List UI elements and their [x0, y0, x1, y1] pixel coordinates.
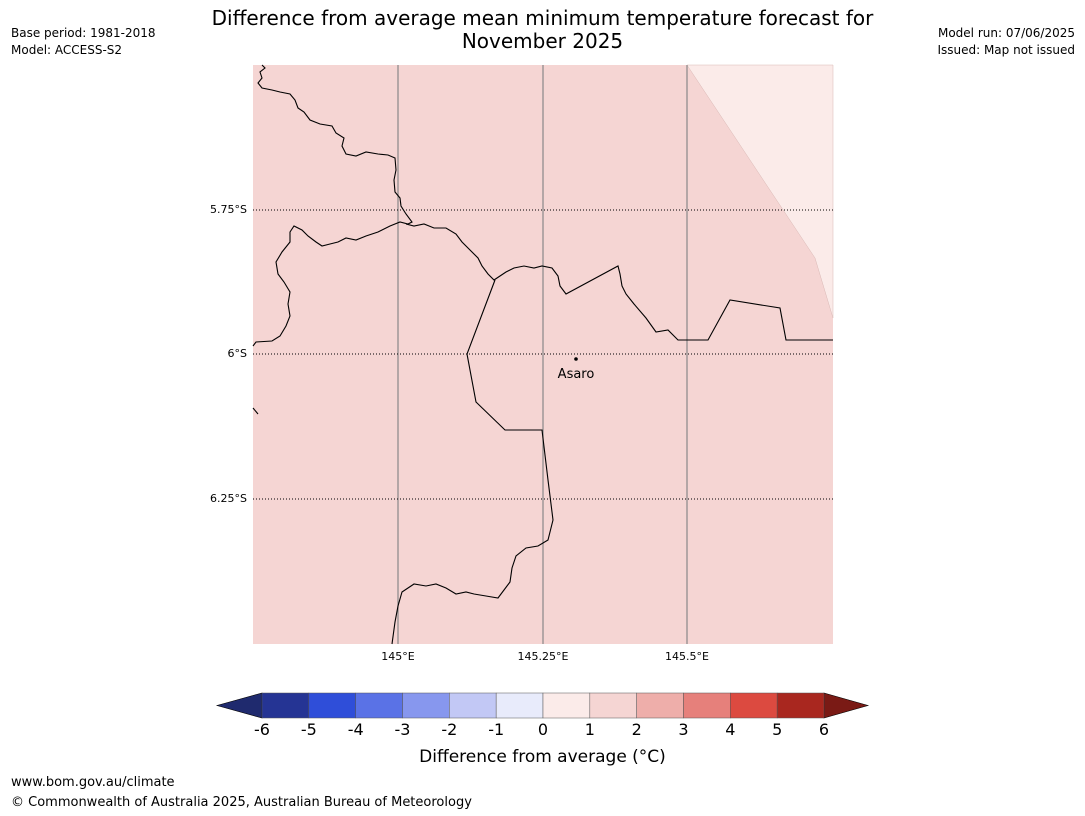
title-line-1: Difference from average mean minimum tem… [211, 6, 874, 30]
map-title: Difference from average mean minimum tem… [170, 7, 915, 53]
colorbar-tick-label: -2 [441, 720, 457, 739]
lat-label-5-75: 5.75°S [210, 203, 247, 216]
boundary-north-east [405, 223, 833, 341]
colorbar-tick-label: -6 [254, 720, 270, 739]
colorbar-tick-label: 5 [772, 720, 782, 739]
boundary-north-west [252, 64, 413, 347]
colorbar-segment [308, 692, 356, 719]
boundary-central-west [391, 279, 554, 645]
base-period-text: Base period: 1981-2018 [11, 26, 156, 40]
colorbar-tick-label: 4 [725, 720, 735, 739]
asaro-marker [574, 357, 578, 361]
issued-text: Issued: Map not issued [937, 43, 1075, 57]
colorbar-segment [636, 692, 684, 719]
model-text: Model: ACCESS-S2 [11, 43, 123, 57]
colorbar: -6 -5 -4 -3 -2 -1 0 1 2 3 4 5 6 [215, 692, 870, 739]
footer-copyright: © Commonwealth of Australia 2025, Austra… [11, 795, 472, 810]
colorbar-tick-label: -3 [395, 720, 411, 739]
lon-label-145-5: 145.5°E [665, 650, 709, 663]
footer-url: www.bom.gov.au/climate [11, 775, 175, 790]
colorbar-label: Difference from average (°C) [419, 747, 666, 767]
region-northeast-fill [686, 64, 834, 319]
colorbar-tick-label: -4 [348, 720, 364, 739]
colorbar-tick-label: -5 [301, 720, 317, 739]
lon-label-145-25: 145.25°E [518, 650, 569, 663]
model-run-text: Model run: 07/06/2025 [937, 26, 1075, 40]
lon-label-145: 145°E [381, 650, 414, 663]
colorbar-segment [261, 692, 310, 719]
colorbar-tick-label: 0 [538, 720, 548, 739]
colorbar-segment [402, 692, 450, 719]
title-line-2: November 2025 [461, 29, 624, 53]
colorbar-tick-label: 1 [585, 720, 595, 739]
colorbar-over-arrow [823, 692, 870, 719]
boundary-lines [252, 64, 833, 645]
colorbar-segment [589, 692, 637, 719]
colorbar-tick-label: 6 [819, 720, 829, 739]
metadata-left: Base period: 1981-2018 Model: ACCESS-S2 [11, 25, 156, 59]
colorbar-under-arrow [215, 692, 263, 719]
colorbar-segment [730, 692, 778, 719]
colorbar-segment [355, 692, 403, 719]
colorbar-tick-label: 2 [632, 720, 642, 739]
colorbar-segment [776, 692, 825, 719]
asaro-label: Asaro [558, 367, 595, 382]
colorbar-segment [542, 692, 591, 719]
colorbar-segment [449, 692, 497, 719]
lat-label-6: 6°S [228, 347, 247, 360]
colorbar-segment [683, 692, 731, 719]
colorbar-segment [495, 692, 544, 719]
metadata-right: Model run: 07/06/2025 Issued: Map not is… [937, 25, 1075, 59]
colorbar-tick-label: -1 [488, 720, 504, 739]
boundary-west-stub [252, 407, 259, 415]
lat-label-6-25: 6.25°S [210, 492, 247, 505]
colorbar-tick-label: 3 [678, 720, 688, 739]
